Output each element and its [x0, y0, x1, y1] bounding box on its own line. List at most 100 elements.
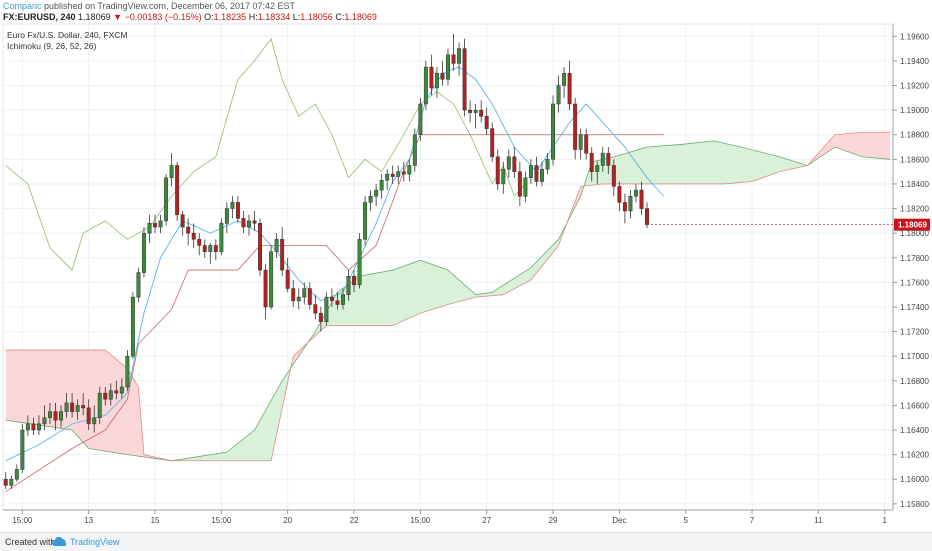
candle-down — [53, 411, 58, 421]
candle-down — [611, 165, 616, 187]
low-value: 1.18056 — [300, 12, 333, 22]
candle-down — [180, 214, 185, 228]
candle-down — [573, 103, 578, 150]
candle-down — [567, 72, 572, 105]
candle-up — [75, 405, 80, 412]
candle-up — [357, 239, 362, 286]
candle-down — [235, 202, 240, 219]
x-tick-label: 22 — [350, 516, 359, 525]
x-tick-label: 1 — [882, 516, 887, 525]
candle-up — [296, 296, 301, 302]
candle-up — [434, 72, 439, 89]
publish-text: published on TradingView.com, December 0… — [44, 1, 296, 11]
chart-header: Comparic published on TradingView.com, D… — [3, 1, 928, 23]
high-label: H: — [248, 12, 258, 22]
candlesticks — [3, 33, 649, 490]
candle-down — [622, 202, 627, 212]
candle-up — [119, 386, 124, 394]
candle-up — [528, 165, 533, 179]
candle-up — [302, 288, 307, 298]
candle-down — [318, 312, 323, 323]
candle-down — [390, 173, 395, 177]
candle-down — [584, 134, 589, 154]
price-chart[interactable]: 1.15800 1.16000 1.16200 1.16400 1.16600 1.168… — [0, 22, 932, 532]
candle-down — [479, 109, 484, 117]
candle-down — [153, 223, 157, 228]
candle-up — [230, 202, 235, 209]
candle-up — [108, 390, 113, 400]
candle-up — [64, 402, 69, 412]
publish-info: Comparic published on TradingView.com, D… — [3, 1, 928, 12]
candle-up — [324, 296, 329, 323]
candle-up — [545, 159, 550, 170]
candle-down — [495, 156, 500, 185]
x-tick-label: 15:00 — [12, 516, 33, 525]
senkou-span-a-line — [5, 140, 891, 462]
candle-down — [241, 218, 246, 228]
candle-up — [385, 173, 390, 181]
candle-up — [551, 103, 555, 160]
candle-down — [31, 423, 36, 431]
candle-up — [48, 411, 52, 418]
low-label: L: — [292, 12, 301, 22]
candle-down — [285, 269, 290, 289]
candle-down — [352, 275, 356, 286]
open-label: O: — [204, 12, 214, 22]
candle-up — [595, 165, 600, 172]
candle-up — [247, 220, 251, 228]
candle-down — [258, 223, 263, 271]
author-link[interactable]: Comparic — [3, 1, 42, 11]
x-tick-label: 15:00 — [410, 516, 431, 525]
candle-down — [307, 288, 312, 305]
close-label: C: — [335, 12, 345, 22]
candle-down — [103, 392, 108, 400]
candle-up — [141, 232, 146, 273]
candle-up — [341, 294, 345, 305]
candle-up — [628, 196, 633, 212]
y-tick-label: 1.18400 — [900, 180, 929, 189]
y-tick-label: 1.17600 — [900, 278, 929, 287]
candle-down — [280, 239, 285, 271]
candle-down — [335, 300, 340, 305]
conversion-line — [5, 66, 664, 462]
candle-down — [329, 296, 334, 302]
candle-up — [164, 177, 169, 222]
candle-up — [130, 296, 135, 357]
candle-down — [86, 407, 91, 425]
candle-up — [363, 202, 368, 240]
y-tick-label: 1.16600 — [900, 401, 929, 410]
candle-down — [291, 288, 296, 302]
y-tick-label: 1.18000 — [900, 229, 929, 238]
y-tick-label: 1.16800 — [900, 377, 929, 386]
candle-up — [379, 180, 384, 191]
candle-down — [451, 54, 456, 64]
candle-down — [484, 116, 489, 129]
candle-down — [468, 109, 473, 113]
candle-up — [158, 220, 163, 228]
y-tick-label: 1.17000 — [900, 352, 929, 361]
tradingview-brand[interactable]: TradingView — [70, 537, 120, 547]
candle-up — [562, 72, 567, 86]
candle-up — [600, 152, 605, 166]
y-tick-label: 1.15800 — [900, 500, 929, 509]
candle-down — [114, 390, 119, 394]
cloud-bull-area — [309, 215, 570, 341]
candle-down — [186, 226, 191, 234]
candle-up — [418, 103, 423, 135]
y-tick-label: 1.18200 — [900, 205, 929, 214]
candle-up — [346, 275, 351, 295]
time-axis: 15:00 13 15 15:00 20 22 15:00 27 29 Dec 5 7 11 1 — [3, 509, 893, 525]
candle-up — [506, 156, 511, 170]
candle-up — [147, 223, 152, 234]
candle-down — [429, 66, 434, 89]
candle-down — [263, 269, 268, 308]
candle-up — [59, 411, 64, 421]
candle-down — [401, 171, 406, 175]
candle-down — [589, 152, 594, 172]
x-tick-label: 20 — [283, 516, 292, 525]
candle-down — [175, 165, 180, 215]
candle-down — [440, 72, 445, 80]
y-tick-label: 1.19600 — [900, 32, 929, 41]
x-tick-label: 27 — [482, 516, 491, 525]
candle-up — [92, 417, 97, 425]
